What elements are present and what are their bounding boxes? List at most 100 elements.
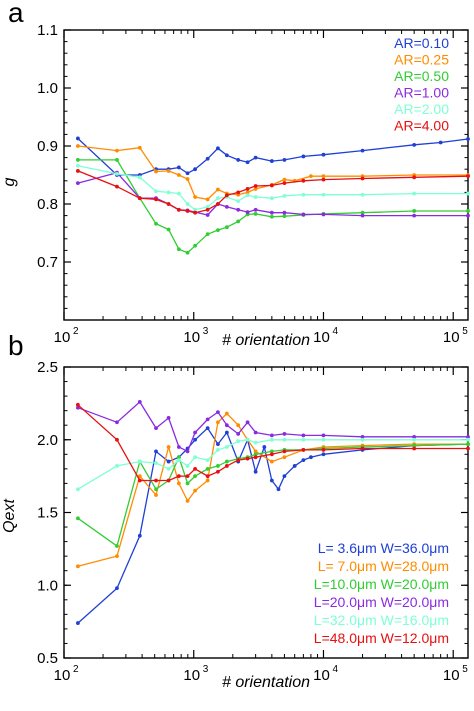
data-point [360, 192, 365, 197]
data-point [154, 189, 158, 194]
data-point [360, 148, 365, 153]
data-point [216, 146, 220, 151]
data-point [412, 434, 417, 439]
data-point [253, 155, 258, 160]
x-tick-label: 10 [183, 667, 200, 684]
y-tick-label: 1.5 [37, 505, 58, 522]
data-point [245, 210, 250, 215]
data-point [76, 405, 80, 410]
data-point [115, 586, 119, 591]
data-point [224, 423, 229, 428]
x-tick-exponent: 2 [73, 664, 79, 675]
y-tick-label: 0.8 [37, 196, 58, 213]
data-point [193, 210, 197, 215]
data-point [166, 445, 171, 449]
data-point [205, 426, 210, 431]
data-point [438, 140, 443, 145]
y-axis-label: g [1, 177, 18, 186]
data-point [176, 481, 181, 486]
data-point [466, 191, 470, 196]
data-point [224, 445, 229, 449]
data-point [176, 173, 181, 177]
data-point [292, 464, 297, 468]
data-point [193, 243, 197, 248]
data-point [253, 449, 258, 454]
x-tick-label: 10 [443, 329, 460, 346]
data-point [269, 210, 274, 215]
data-point [282, 177, 287, 182]
data-point [466, 434, 470, 439]
data-point [301, 458, 306, 463]
data-point [253, 452, 258, 457]
data-point [245, 160, 250, 165]
data-point [301, 437, 306, 442]
data-point [309, 174, 313, 179]
data-point [253, 440, 258, 445]
data-point [76, 136, 80, 141]
data-point [309, 455, 313, 460]
data-point [269, 478, 274, 483]
data-point [205, 478, 210, 483]
data-point [236, 458, 241, 463]
data-point [176, 247, 181, 252]
data-point [282, 432, 287, 436]
data-point [115, 437, 119, 442]
data-point [412, 213, 417, 218]
data-point [76, 169, 80, 173]
data-point [282, 181, 287, 186]
data-point [176, 455, 181, 460]
data-point [193, 488, 197, 493]
series-line-2 [77, 443, 469, 548]
data-point [193, 455, 197, 460]
data-point [166, 202, 171, 206]
data-point [269, 452, 274, 457]
legend-entry: AR=0.25 [394, 52, 449, 68]
data-point [185, 171, 190, 176]
data-point [193, 167, 197, 172]
data-point [321, 212, 326, 217]
data-point [282, 474, 287, 479]
data-point [253, 207, 258, 212]
data-point [269, 159, 274, 163]
x-tick-exponent: 4 [332, 664, 338, 675]
legend-entry: L= 7.0μm W=28.0μm [318, 558, 449, 574]
data-point [245, 193, 250, 198]
series-line-0 [77, 138, 469, 176]
series-line-2 [77, 159, 468, 254]
y-tick-label: 2.0 [37, 432, 58, 449]
y-tick-label: 0.7 [37, 254, 58, 271]
x-tick-label: 10 [313, 667, 330, 684]
data-point [176, 165, 181, 170]
data-point [262, 445, 267, 449]
data-point [205, 205, 210, 209]
legend-entry: L=10.0μm W=20.0μm [314, 576, 449, 592]
data-point [76, 487, 80, 492]
data-point [216, 410, 220, 415]
data-point [137, 145, 142, 150]
data-point [193, 474, 197, 479]
data-point [76, 564, 80, 569]
data-point [216, 420, 220, 425]
data-point [205, 197, 210, 202]
data-point [466, 446, 470, 451]
data-point [412, 437, 417, 442]
data-point [245, 456, 250, 461]
data-point [166, 466, 171, 471]
data-point [166, 227, 171, 232]
data-point [236, 219, 241, 224]
data-point [205, 466, 210, 471]
data-point [176, 207, 181, 212]
x-tick-exponent: 5 [462, 664, 468, 675]
data-point [115, 554, 119, 559]
data-point [216, 187, 220, 192]
data-point [236, 158, 241, 162]
data-point [76, 402, 80, 407]
data-point [301, 178, 306, 183]
data-point [137, 175, 142, 180]
data-point [205, 417, 210, 422]
data-point [193, 195, 197, 199]
data-point [224, 205, 229, 209]
panel-a: 0.70.80.91.01.110 2 10 3 10 4 10 5AR=0.10AR=0.2… [1, 0, 470, 349]
y-tick-label: 1.0 [37, 80, 58, 97]
